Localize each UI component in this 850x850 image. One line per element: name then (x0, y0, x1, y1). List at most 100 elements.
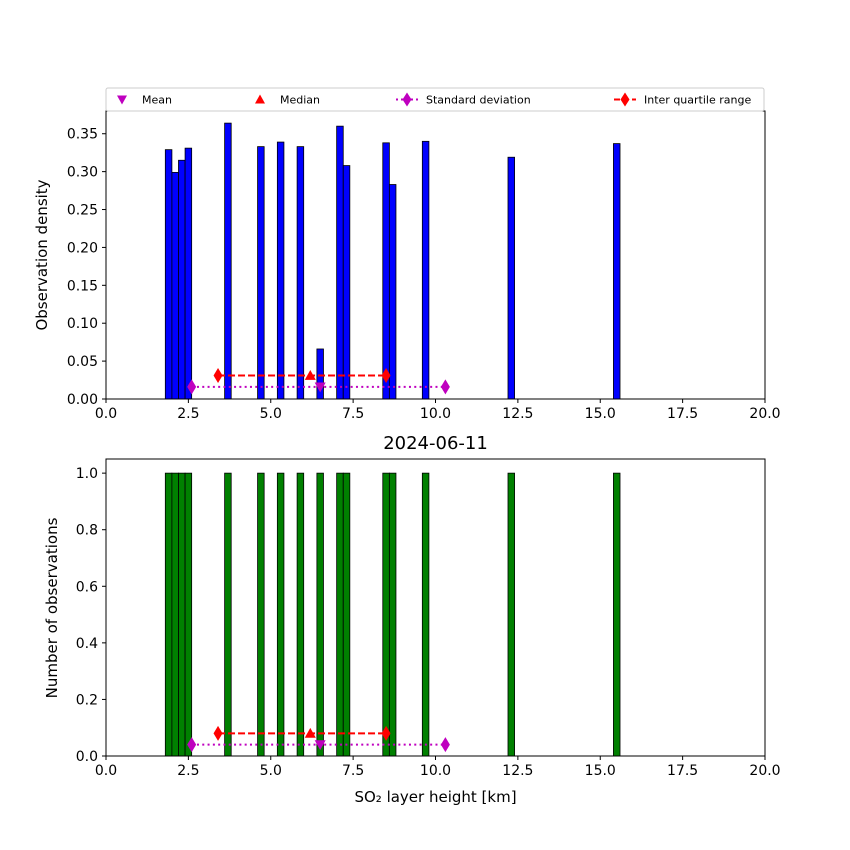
y-tick-label: 0.20 (67, 240, 98, 256)
count-bar (178, 472, 186, 757)
y-tick-label: 0.05 (67, 354, 98, 370)
count-bar (507, 472, 515, 757)
y-tick-label: 0.4 (76, 636, 98, 652)
iqr-marker (381, 725, 391, 741)
count-bar (316, 472, 324, 757)
count-bars (164, 472, 621, 757)
density-y-ticks: 0.00 0.05 0.10 0.15 0.20 0.25 0.30 0.35 (67, 127, 106, 408)
std-marker (187, 379, 197, 395)
iqr-marker (381, 368, 391, 384)
x-tick-label: 12.5 (502, 763, 533, 779)
density-histogram-panel: 0.0 2.5 5.0 7.5 10.0 12.5 15.0 17.5 20.0 0.000.0… (33, 110, 781, 422)
density-bar (388, 184, 397, 400)
y-tick-label: 0.6 (76, 579, 98, 595)
y-tick-label: 0.2 (76, 692, 98, 708)
chart-title: 2024-06-11 (383, 433, 488, 454)
count-bar (224, 472, 232, 757)
x-tick-label: 7.5 (342, 406, 364, 422)
density-bar (296, 146, 305, 400)
std-marker (187, 737, 197, 753)
density-bar (257, 146, 265, 400)
x-axis-label: SO₂ layer height [km] (354, 788, 516, 806)
count-bar (171, 472, 179, 757)
x-tick-label: 0.0 (95, 406, 117, 422)
y-tick-label: 0.00 (67, 392, 98, 408)
y-tick-label: 0.35 (67, 127, 98, 143)
mean-marker (314, 382, 326, 393)
count-bar (184, 472, 193, 757)
x-tick-label: 0.0 (95, 763, 117, 779)
x-tick-label: 20.0 (749, 763, 780, 779)
density-bar (507, 156, 515, 400)
y-tick-label: 0.30 (67, 165, 98, 181)
legend-marker (402, 92, 412, 107)
y-tick-label: 1.0 (76, 466, 98, 482)
x-tick-label: 5.0 (260, 406, 282, 422)
mean-marker (314, 740, 326, 751)
x-tick-label: 2.5 (177, 406, 199, 422)
x-tick-label: 12.5 (502, 406, 533, 422)
count-y-ticks: 0.0 0.2 0.4 0.6 0.8 1.0 (76, 466, 106, 765)
x-tick-label: 10.0 (420, 763, 451, 779)
std-marker (440, 379, 450, 395)
density-bar (336, 125, 344, 400)
count-stats-overlay (187, 725, 450, 753)
x-tick-label: 15.0 (585, 406, 616, 422)
legend-marker (620, 92, 630, 107)
count-bar (276, 472, 285, 757)
x-tick-label: 10.0 (420, 406, 451, 422)
density-bar (164, 149, 173, 400)
legend-entry: Median (255, 94, 320, 107)
x-tick-label: 17.5 (667, 406, 698, 422)
legend-entry: Inter quartile range (614, 92, 751, 107)
density-bar (224, 122, 232, 400)
x-tick-label: 20.0 (749, 406, 780, 422)
legend-label: Standard deviation (426, 94, 531, 107)
count-bar (164, 472, 173, 757)
x-tick-label: 7.5 (342, 763, 364, 779)
density-bar (171, 171, 179, 400)
legend-marker (255, 94, 265, 104)
iqr-marker (213, 368, 223, 384)
density-bar (276, 141, 285, 400)
density-bar (178, 159, 186, 400)
legend-label: Inter quartile range (644, 94, 751, 107)
density-bar (184, 147, 193, 400)
density-bar (613, 143, 621, 400)
legend: Mean Median Standard deviation Inter quarti… (105, 87, 765, 112)
y-tick-label: 0.10 (67, 316, 98, 332)
count-bar (421, 472, 430, 757)
count-histogram-panel: 2024-06-11 0.0 2.5 5.0 7.5 10.0 12.5 15.0 17.5 2… (43, 433, 781, 806)
count-bar (336, 472, 344, 757)
count-bar (342, 472, 351, 757)
count-bar (613, 472, 621, 757)
y-tick-label: 0.15 (67, 278, 98, 294)
density-bar (421, 140, 430, 400)
y-tick-label: 0.0 (76, 749, 98, 765)
iqr-marker (213, 725, 223, 741)
y-tick-label: 0.25 (67, 203, 98, 219)
median-marker (304, 727, 316, 738)
density-x-ticks: 0.0 2.5 5.0 7.5 10.0 12.5 15.0 17.5 20.0 (95, 399, 781, 422)
legend-entry: Mean (117, 94, 172, 107)
x-tick-label: 17.5 (667, 763, 698, 779)
density-bar (382, 142, 390, 400)
x-tick-label: 5.0 (260, 763, 282, 779)
x-tick-label: 15.0 (585, 763, 616, 779)
density-bar (342, 165, 351, 400)
density-stats-overlay (187, 368, 450, 395)
legend-marker (117, 95, 127, 105)
legend-label: Mean (142, 94, 172, 107)
density-y-axis-label: Observation density (33, 179, 51, 330)
legend-label: Median (280, 94, 320, 107)
legend-frame (105, 87, 765, 112)
y-tick-label: 0.8 (76, 523, 98, 539)
count-bar (257, 472, 265, 757)
count-bar (388, 472, 397, 757)
count-y-axis-label: Number of observations (43, 517, 61, 698)
count-bar (382, 472, 390, 757)
std-marker (440, 737, 450, 753)
count-x-ticks: 0.0 2.5 5.0 7.5 10.0 12.5 15.0 17.5 20.0 (95, 756, 781, 779)
x-tick-label: 2.5 (177, 763, 199, 779)
